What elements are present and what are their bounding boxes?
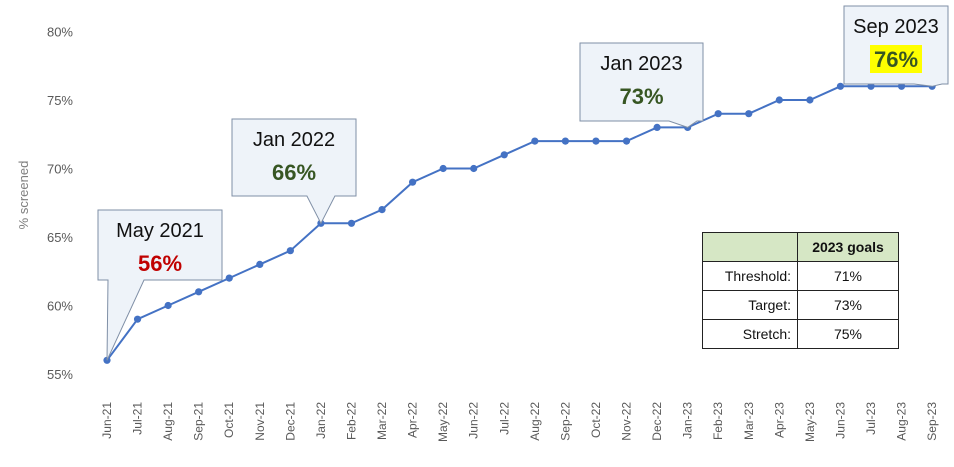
data-point xyxy=(256,260,264,268)
callout: Sep 2023 76% xyxy=(843,5,949,87)
goals-table-row-threshold: Threshold: 71% xyxy=(702,261,899,291)
callout: Jan 2023 73% xyxy=(579,42,704,128)
x-tick-label: Mar-23 xyxy=(742,402,756,440)
x-tick-label: Sep-23 xyxy=(925,402,939,441)
callout-date: Jan 2023 xyxy=(600,53,682,75)
data-point xyxy=(775,96,783,104)
data-point xyxy=(470,164,478,173)
x-tick-label: May-22 xyxy=(436,402,450,442)
x-tick-label: Oct-21 xyxy=(222,402,236,438)
x-tick-label: Mar-22 xyxy=(375,402,389,440)
goals-table-header-row: 2023 goals xyxy=(702,232,899,262)
x-axis: Jun-21 Jul-21 Aug-21 Sep-21 Oct-21 Nov-21 Dec-… xyxy=(100,402,939,442)
x-tick-label: Feb-23 xyxy=(711,402,725,440)
callout-highlight xyxy=(870,45,922,73)
x-tick-label: Jun-22 xyxy=(467,402,481,439)
data-point xyxy=(806,96,814,104)
callout-box xyxy=(231,118,357,225)
x-tick-label: Nov-21 xyxy=(253,402,267,441)
y-tick-label: 80% xyxy=(47,25,73,40)
y-tick-label: 60% xyxy=(47,299,73,314)
data-point xyxy=(195,288,203,296)
x-tick-label: Jul-23 xyxy=(864,402,878,435)
goals-value-stretch: 75% xyxy=(797,319,899,349)
x-tick-label: Jan-23 xyxy=(681,402,695,439)
data-point xyxy=(561,137,570,145)
x-tick-label: Aug-22 xyxy=(528,402,542,441)
data-point xyxy=(836,82,845,90)
data-point xyxy=(653,123,661,131)
data-point xyxy=(714,110,722,118)
x-tick-label: Dec-22 xyxy=(650,402,664,441)
x-tick-label: Sep-22 xyxy=(558,402,572,441)
callout-value: 76% xyxy=(874,47,918,72)
callout-box xyxy=(579,42,704,128)
goals-label-stretch: Stretch: xyxy=(702,319,798,349)
y-tick-label: 75% xyxy=(47,93,73,108)
y-tick-label: 65% xyxy=(47,230,73,245)
x-tick-label: Jul-21 xyxy=(131,402,145,435)
x-tick-label: Nov-22 xyxy=(620,402,634,441)
callout-date: May 2021 xyxy=(116,220,204,242)
goals-value-threshold: 71% xyxy=(797,261,899,291)
x-tick-label: Aug-23 xyxy=(895,402,909,441)
goals-table-header-blank xyxy=(702,232,798,262)
x-tick-label: Sep-21 xyxy=(192,402,206,441)
data-point xyxy=(622,137,631,145)
y-axis-label: % screened xyxy=(16,161,31,230)
data-point xyxy=(409,178,417,186)
callout-date: Sep 2023 xyxy=(853,16,939,38)
goals-table: 2023 goals Threshold: 71% Target: 73% St… xyxy=(702,232,899,349)
x-tick-label: Apr-23 xyxy=(772,402,786,438)
x-tick-label: Jun-21 xyxy=(100,402,114,439)
callout-value: 66% xyxy=(272,160,316,185)
x-tick-label: Jun-23 xyxy=(833,402,847,439)
callout: May 2021 56% xyxy=(97,209,223,361)
goals-label-threshold: Threshold: xyxy=(702,261,798,291)
callout: Jan 2022 66% xyxy=(231,118,357,225)
x-tick-label: Jan-22 xyxy=(314,402,328,439)
callout-value: 73% xyxy=(619,84,663,109)
data-point xyxy=(225,274,233,282)
y-tick-label: 55% xyxy=(47,367,73,382)
goals-value-target: 73% xyxy=(797,290,899,320)
goals-table-row-stretch: Stretch: 75% xyxy=(702,319,899,349)
y-axis: 55% 60% 65% 70% 75% 80% xyxy=(47,25,73,383)
callout-value: 56% xyxy=(138,251,182,276)
goals-table-row-target: Target: 73% xyxy=(702,290,899,320)
data-point xyxy=(347,219,356,227)
callout-box xyxy=(97,209,223,361)
series-line xyxy=(106,85,933,361)
data-point xyxy=(286,247,294,255)
callout-date: Jan 2022 xyxy=(253,129,335,151)
x-tick-label: Apr-22 xyxy=(406,402,420,438)
data-point xyxy=(439,164,447,173)
goals-table-header: 2023 goals xyxy=(797,232,899,262)
x-tick-label: Oct-22 xyxy=(589,402,603,438)
data-point xyxy=(745,110,753,118)
x-tick-label: Dec-21 xyxy=(283,402,297,441)
x-tick-label: Feb-22 xyxy=(344,402,358,440)
data-point xyxy=(592,137,600,145)
data-point xyxy=(500,151,508,159)
x-tick-label: Jul-22 xyxy=(497,402,511,435)
data-point xyxy=(164,301,172,310)
goals-label-target: Target: xyxy=(702,290,798,320)
data-point xyxy=(133,315,142,323)
x-tick-label: Aug-21 xyxy=(161,402,175,441)
data-point xyxy=(378,206,386,214)
x-tick-label: May-23 xyxy=(803,402,817,442)
y-tick-label: 70% xyxy=(47,162,73,177)
data-point xyxy=(531,137,539,145)
callout-annotations: May 2021 56% Jan 2022 66% Jan 2023 73% Sep 202… xyxy=(97,5,949,361)
